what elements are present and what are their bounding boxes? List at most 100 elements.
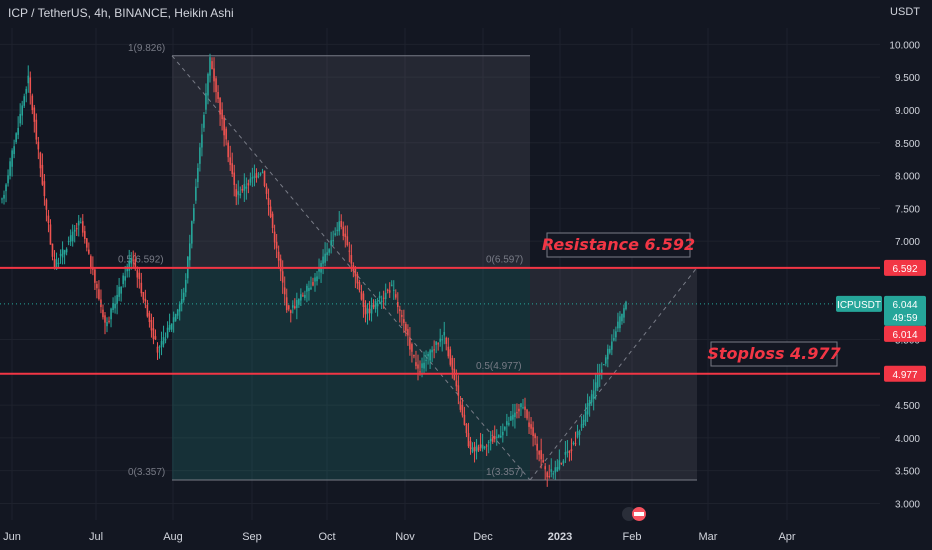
candle-body [201,134,203,148]
candle-body [158,346,161,348]
candle-body [384,292,387,300]
candle-body [394,294,397,298]
axis-price-tag: 4.977 [884,365,926,382]
candle-body [205,93,207,110]
candle-body [162,337,165,345]
candle-body [267,197,270,205]
candle-body [43,181,46,197]
candle-body [546,472,549,478]
prev-price-tag-bg [884,325,926,342]
fib-level-label: 0(6.597) [486,255,523,266]
candle-body [455,380,458,387]
candle-body [227,142,229,158]
candle-body [380,300,383,302]
candle-body [148,313,151,323]
y-tick-label: 4.000 [895,434,920,445]
y-tick-label: 3.000 [895,499,920,510]
candle-body [134,259,137,267]
candle-body [613,338,615,341]
candle-body [457,385,460,396]
fib-level-label: 1(3.357) [486,467,523,478]
fib-box-upper [172,55,530,268]
fib-level-label: 0.5(6.592) [118,255,164,266]
candle-body [524,406,526,410]
axis-price-tag-text: 4.977 [892,370,917,381]
candle-body [609,348,611,353]
candle-body [39,152,42,169]
candle-body [128,260,131,271]
candle-body [271,213,274,228]
candle-body [88,249,90,254]
candle-body [604,357,607,364]
candle-body [502,431,504,436]
x-tick-label: 2023 [548,531,572,543]
candle-body [207,73,209,96]
axis-price-tag-text: 6.592 [892,264,917,275]
candle-body [237,191,240,195]
candle-body [485,445,488,447]
candle-body [178,304,181,312]
candle-body [429,350,431,361]
candle-body [465,424,468,434]
candle-body [108,320,110,322]
candle-body [223,118,225,136]
candle-body [233,172,236,185]
candle-body [318,267,320,272]
y-tick-label: 7.500 [895,204,920,215]
candle-body [308,287,310,291]
candle-body [5,184,7,192]
candle-body [560,462,563,464]
candle-body [130,258,133,264]
candle-body [247,183,250,186]
candle-body [461,404,464,416]
candle-body [504,426,506,430]
candle-body [140,282,143,294]
candle-body [102,309,104,318]
candle-body [508,423,510,425]
candle-body [463,414,466,425]
candle-body [534,434,536,439]
candle-body [598,374,601,376]
candle-body [417,364,419,369]
candle-body [425,359,427,361]
candle-body [334,233,336,235]
candle-body [427,353,429,357]
candle-body [144,298,147,302]
candle-body [532,427,534,436]
candle-body [306,285,308,292]
candle-body [13,146,15,155]
candle-body [374,301,377,310]
candle-body [316,276,318,282]
candle-body [19,113,21,124]
candle-body [289,310,292,314]
candle-body [156,346,159,353]
price-tag-countdown: 49:59 [892,313,917,324]
candle-body [491,437,494,442]
candle-body [152,328,155,340]
candle-body [263,170,266,186]
candle-body [415,362,417,366]
candle-body [399,309,401,312]
candle-body [459,401,462,410]
candle-body [277,251,280,261]
candle-body [239,193,242,196]
candle-body [217,92,219,99]
candle-body [526,409,528,419]
candle-body [360,291,363,300]
candle-body [98,289,100,300]
candle-body [110,308,112,320]
candle-body [495,436,498,438]
candle-body [562,460,565,464]
candle-body [621,313,623,322]
candle-body [542,460,544,463]
candle-body [47,215,50,224]
candle-body [51,243,54,257]
candle-body [625,301,627,310]
x-tick-label: Mar [699,531,718,543]
chart-symbol-title[interactable]: ICP / TetherUS, 4h, BINANCE, Heikin Ashi [8,6,234,20]
candle-body [600,369,603,375]
candle-body [197,167,199,183]
candle-body [364,305,367,315]
candle-body [67,241,70,243]
